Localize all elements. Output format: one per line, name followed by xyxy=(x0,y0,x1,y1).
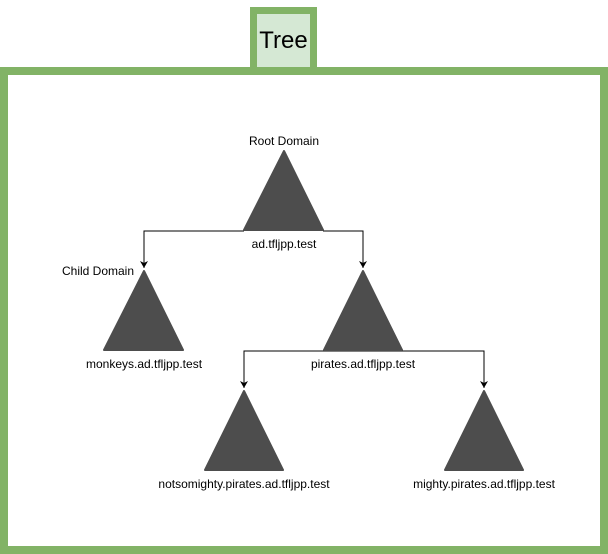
tree-tab-label-box: Tree xyxy=(257,14,310,67)
edge-root-monkeys xyxy=(140,230,244,268)
edge-pirates-notsomighty xyxy=(240,350,363,388)
node-notsomighty-triangle xyxy=(204,390,284,471)
node-monkeys-triangle xyxy=(103,270,184,351)
node-monkeys-label: monkeys.ad.tfljpp.test xyxy=(86,357,203,371)
node-pirates-label: pirates.ad.tfljpp.test xyxy=(311,357,416,371)
node-pirates-triangle xyxy=(323,270,403,351)
edge-pirates-mighty xyxy=(363,350,488,388)
node-mighty-triangle xyxy=(444,390,524,471)
root-domain-caption: Root Domain xyxy=(249,134,319,148)
tab-title: Tree xyxy=(259,26,308,54)
tree-container xyxy=(0,67,608,554)
child-domain-caption: Child Domain xyxy=(62,264,134,278)
edge-root-pirates xyxy=(323,230,367,268)
node-root-label: ad.tfljpp.test xyxy=(252,237,317,251)
node-root-domain-triangle xyxy=(243,150,324,231)
node-notsomighty-label: notsomighty.pirates.ad.tfljpp.test xyxy=(158,477,330,491)
node-mighty-label: mighty.pirates.ad.tfljpp.test xyxy=(413,477,556,491)
